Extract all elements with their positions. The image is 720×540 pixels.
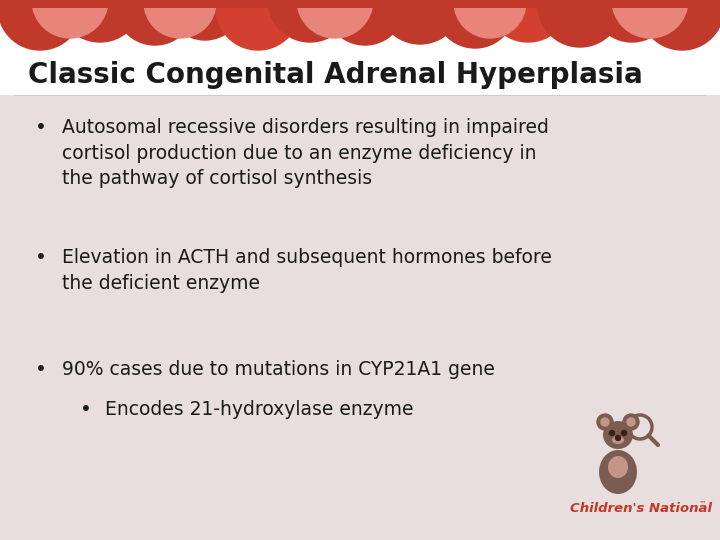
Text: •: • — [35, 360, 47, 379]
Circle shape — [32, 0, 108, 38]
Circle shape — [167, 0, 243, 40]
Circle shape — [115, 0, 195, 45]
Circle shape — [610, 430, 614, 435]
Circle shape — [538, 0, 622, 47]
Circle shape — [0, 0, 82, 50]
Circle shape — [435, 0, 515, 48]
Circle shape — [627, 418, 635, 426]
Circle shape — [58, 0, 142, 42]
Circle shape — [486, 0, 570, 42]
Text: Autosomal recessive disorders resulting in impaired
cortisol production due to a: Autosomal recessive disorders resulting … — [62, 118, 549, 188]
Ellipse shape — [608, 456, 628, 478]
Text: ™: ™ — [699, 500, 706, 509]
Circle shape — [378, 0, 462, 44]
Circle shape — [216, 0, 300, 50]
Circle shape — [454, 0, 526, 38]
Circle shape — [640, 0, 720, 50]
Circle shape — [597, 414, 613, 430]
Circle shape — [268, 0, 352, 42]
Text: Elevation in ACTH and subsequent hormones before
the deficient enzyme: Elevation in ACTH and subsequent hormone… — [62, 248, 552, 293]
Circle shape — [325, 0, 405, 45]
Ellipse shape — [603, 421, 633, 449]
Text: 90% cases due to mutations in CYP21A1 gene: 90% cases due to mutations in CYP21A1 ge… — [62, 360, 495, 379]
Text: •: • — [35, 248, 47, 267]
Ellipse shape — [612, 436, 624, 444]
Circle shape — [592, 0, 672, 42]
Text: Encodes 21-hydroxylase enzyme: Encodes 21-hydroxylase enzyme — [105, 400, 413, 419]
Circle shape — [616, 435, 621, 441]
Ellipse shape — [599, 450, 637, 494]
Circle shape — [623, 414, 639, 430]
Circle shape — [144, 0, 216, 38]
Text: •: • — [35, 118, 47, 137]
Text: Children's National: Children's National — [570, 502, 712, 515]
Circle shape — [601, 418, 609, 426]
Circle shape — [612, 0, 688, 38]
Circle shape — [297, 0, 373, 38]
Text: •: • — [80, 400, 92, 419]
Bar — [0, 0, 720, 8]
Text: Classic Congenital Adrenal Hyperplasia: Classic Congenital Adrenal Hyperplasia — [28, 61, 643, 89]
Circle shape — [621, 430, 626, 435]
Bar — [0, 0, 720, 95]
